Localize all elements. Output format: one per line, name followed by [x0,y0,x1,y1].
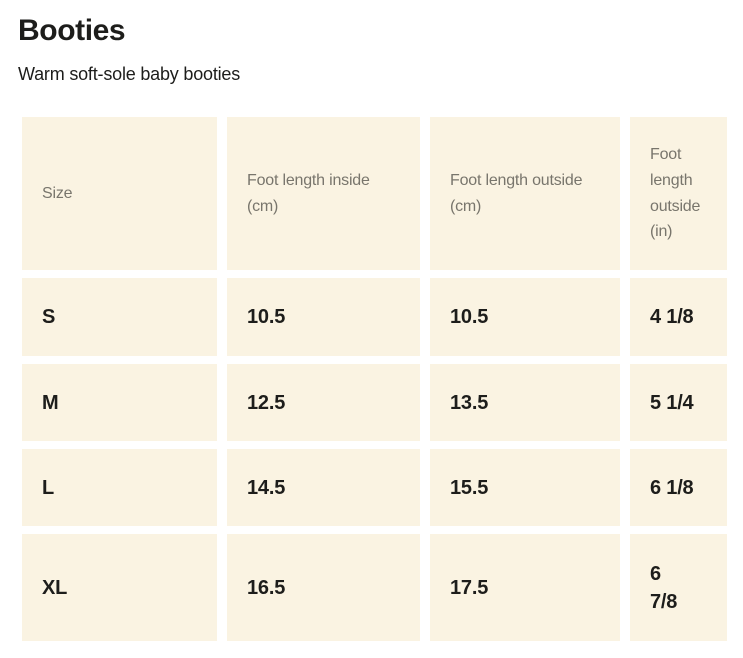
cell-value: 10.5 [247,306,286,328]
cell-value: 17.5 [450,576,489,599]
cell-value: 5 1/4 [650,391,694,414]
table-row-s-outside-cm: 10.5 [430,278,620,356]
size-chart-table: Size Foot length inside (cm) Foot length… [22,117,727,641]
table-row-s-size: S [22,278,217,356]
cell-value: 16.5 [247,576,286,599]
cell-value: 6 7/8 [650,562,678,613]
cell-value: 14.5 [247,476,286,499]
header-cell-foot-length-inside-cm: Foot length inside (cm) [227,117,420,270]
cell-value: 10.5 [450,306,489,328]
table-row-s-inside-cm: 10.5 [227,278,420,356]
table-row-xl-size: XL [22,534,217,641]
table-row-l-size: L [22,449,217,526]
page-title: Booties [18,14,126,47]
table-row-l-outside-in: 6 1/8 [630,449,727,526]
cell-value: M [42,391,59,414]
cell-value: 15.5 [450,476,489,499]
table-row-m-outside-in: 5 1/4 [630,364,727,441]
header-cell-foot-length-outside-in: Foot length outside (in) [630,117,727,270]
cell-value: 13.5 [450,391,489,414]
header-cell-size: Size [22,117,217,270]
cell-value: S [42,306,56,328]
cell-value: XL [42,576,68,599]
table-row-m-inside-cm: 12.5 [227,364,420,441]
cell-value: 12.5 [247,391,286,414]
header-label: Foot length outside (in) [650,146,701,241]
table-row-l-inside-cm: 14.5 [227,449,420,526]
header-label: Foot length outside (cm) [450,171,583,215]
table-row-xl-inside-cm: 16.5 [227,534,420,641]
table-row-xl-outside-in: 6 7/8 [630,534,727,641]
table-row-m-outside-cm: 13.5 [430,364,620,441]
header-cell-foot-length-outside-cm: Foot length outside (cm) [430,117,620,270]
header-label: Foot length inside (cm) [247,171,370,215]
cell-value: L [42,476,55,499]
table-row-m-size: M [22,364,217,441]
cell-value: 6 1/8 [650,476,694,499]
cell-value: 4 1/8 [650,306,694,328]
page-subtitle: Warm soft-sole baby booties [18,64,241,84]
table-row-xl-outside-cm: 17.5 [430,534,620,641]
header-label: Size [42,184,73,202]
table-row-l-outside-cm: 15.5 [430,449,620,526]
table-row-s-outside-in: 4 1/8 [630,278,727,356]
